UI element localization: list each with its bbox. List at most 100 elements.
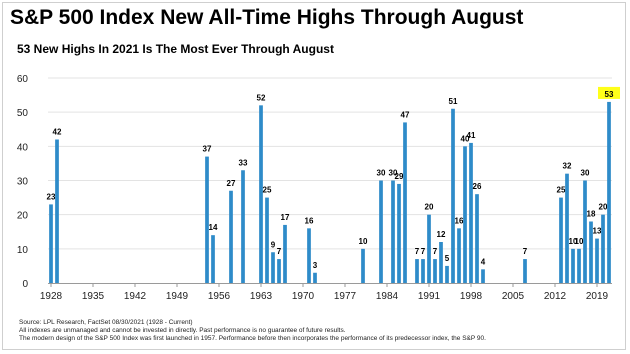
bar-data-label: 29 xyxy=(395,172,404,181)
bar-data-label: 40 xyxy=(461,134,470,143)
y-tick-label: 30 xyxy=(17,177,29,188)
bar xyxy=(559,197,563,283)
x-tick-label: 2012 xyxy=(544,291,567,302)
bar xyxy=(445,265,449,283)
bar-data-label: 20 xyxy=(599,203,608,212)
bar xyxy=(397,183,401,283)
bar-data-label: 17 xyxy=(281,213,290,222)
bar xyxy=(55,139,59,283)
bar-data-label: 27 xyxy=(227,179,236,188)
bar-data-label: 10 xyxy=(575,237,584,246)
bar-data-label: 9 xyxy=(271,240,276,249)
bar-data-label: 41 xyxy=(467,131,476,140)
bar xyxy=(607,101,611,284)
bar-data-label: 30 xyxy=(581,169,590,178)
bar-data-label: 14 xyxy=(209,223,218,232)
y-tick-label: 40 xyxy=(17,142,29,153)
footer-methodology: The modern design of the S&P 500 Index w… xyxy=(19,335,486,342)
bar xyxy=(457,228,461,283)
bar xyxy=(313,272,317,283)
bar-data-label: 4 xyxy=(481,257,486,266)
x-tick-label: 1991 xyxy=(418,291,441,302)
bar-data-label: 7 xyxy=(433,247,438,256)
bar xyxy=(277,259,281,283)
bar xyxy=(229,190,233,283)
chart-footer: Source: LPL Research, FactSet 08/30/2021… xyxy=(19,319,486,343)
bar xyxy=(49,204,53,283)
bar-data-label: 20 xyxy=(425,203,434,212)
bar-data-label: 52 xyxy=(257,93,266,102)
x-tick-label: 1963 xyxy=(250,291,273,302)
bar xyxy=(583,180,587,283)
bar xyxy=(421,259,425,283)
bar xyxy=(595,238,599,283)
bar xyxy=(361,248,365,283)
chart-subtitle: 53 New Highs In 2021 Is The Most Ever Th… xyxy=(17,42,334,56)
y-tick-label: 50 xyxy=(17,108,29,119)
bar xyxy=(601,214,605,283)
bar-data-label: 13 xyxy=(593,227,602,236)
y-tick-label: 60 xyxy=(17,74,29,85)
bar-data-label: 33 xyxy=(239,158,248,167)
bar xyxy=(307,228,311,283)
bar-data-label: 23 xyxy=(47,192,56,201)
x-tick-label: 2019 xyxy=(586,291,609,302)
x-tick-label: 1984 xyxy=(376,291,399,302)
bar-data-label: 51 xyxy=(449,97,458,106)
bar-data-label: 32 xyxy=(563,162,572,171)
bar xyxy=(451,108,455,283)
bar xyxy=(241,170,245,283)
bar-data-label: 53 xyxy=(605,90,614,99)
bar-data-label: 7 xyxy=(523,247,528,256)
bar xyxy=(427,214,431,283)
bar xyxy=(565,173,569,283)
bar-data-label: 10 xyxy=(569,237,578,246)
bar-data-label: 10 xyxy=(359,237,368,246)
bar-data-label: 7 xyxy=(421,247,426,256)
bar-data-label: 7 xyxy=(415,247,420,256)
bar-data-label: 26 xyxy=(473,182,482,191)
footer-source: Source: LPL Research, FactSet 08/30/2021… xyxy=(19,319,193,326)
bar xyxy=(205,156,209,283)
bar xyxy=(271,252,275,283)
x-tick-label: 1998 xyxy=(460,291,483,302)
bar-data-label: 12 xyxy=(437,230,446,239)
bar xyxy=(589,221,593,283)
bar-data-label: 18 xyxy=(587,210,596,219)
bar-data-label: 47 xyxy=(401,110,410,119)
bar-data-label: 42 xyxy=(53,128,62,137)
y-tick-label: 0 xyxy=(22,279,28,290)
bar xyxy=(463,146,467,283)
bar xyxy=(391,180,395,283)
bar-data-label: 25 xyxy=(263,186,272,195)
x-tick-label: 1949 xyxy=(166,291,189,302)
x-tick-label: 1928 xyxy=(40,291,63,302)
bar xyxy=(523,259,527,283)
bar xyxy=(403,122,407,284)
chart-frame xyxy=(2,2,626,350)
bar xyxy=(577,248,581,283)
bar xyxy=(283,224,287,283)
bar xyxy=(475,194,479,283)
bar xyxy=(211,235,215,283)
bar-data-label: 16 xyxy=(305,216,314,225)
bar-data-label: 30 xyxy=(389,169,398,178)
bar xyxy=(415,259,419,283)
bar-data-label: 5 xyxy=(445,254,450,263)
y-tick-label: 20 xyxy=(17,211,29,222)
bar xyxy=(433,259,437,283)
y-tick-label: 10 xyxy=(17,245,29,256)
bar-data-label: 25 xyxy=(557,186,566,195)
bar-data-label: 16 xyxy=(455,216,464,225)
bar-data-label: 3 xyxy=(313,261,318,270)
bar xyxy=(571,248,575,283)
x-tick-label: 1977 xyxy=(334,291,357,302)
x-tick-label: 1970 xyxy=(292,291,315,302)
footer-disclaimer: All indexes are unmanaged and cannot be … xyxy=(19,327,346,334)
bar xyxy=(379,180,383,283)
x-tick-label: 2005 xyxy=(502,291,525,302)
bar xyxy=(439,242,443,283)
bar-data-label: 7 xyxy=(277,247,282,256)
x-tick-label: 1942 xyxy=(124,291,147,302)
